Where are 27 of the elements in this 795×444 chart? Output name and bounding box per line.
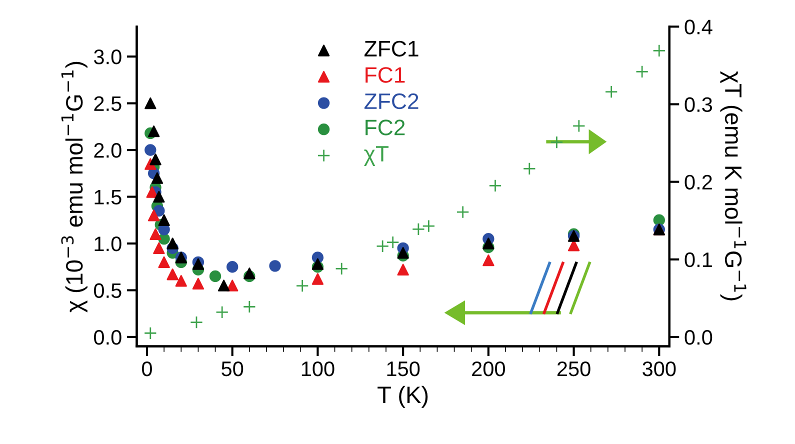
legend-label: FC2 <box>366 120 405 136</box>
x-tick-label: 200 <box>472 361 505 376</box>
y2-tick-label: 0.2 <box>684 174 712 190</box>
legend-label: χT <box>364 146 389 166</box>
y2-tick-label: 0.3 <box>684 97 712 112</box>
x-tick-label: 0 <box>142 361 152 376</box>
x-tick-label: 250 <box>557 361 590 376</box>
y2-axis-title: χT (emu K mol$^{−1}$G$^{−1}$) <box>720 71 746 300</box>
x-axis-title: T (K) <box>378 386 428 408</box>
y-tick-label: 2.0 <box>94 143 122 158</box>
x-tick-label: 50 <box>222 361 244 376</box>
y-axis-title: χ (10$^{−3}$ emu mol$^{−1}$G$^{−1}$) <box>61 62 88 312</box>
x-tick-label: 150 <box>387 361 420 376</box>
y-tick-label: 2.5 <box>94 96 122 112</box>
legend-label: ZFC1 <box>364 40 418 57</box>
y-tick-label: 0.0 <box>94 330 122 345</box>
y-tick-label: 0.5 <box>94 283 122 298</box>
y2-tick-label: 0.1 <box>684 252 712 268</box>
y-tick-label: 1.0 <box>94 236 122 252</box>
x-tick-label: 300 <box>642 361 676 376</box>
y2-tick-label: 0.0 <box>684 330 712 345</box>
x-tick-label: 100 <box>302 361 334 376</box>
legend-label: FC1 <box>366 67 405 83</box>
y2-tick-label: 0.4 <box>684 20 712 34</box>
legend-label: ZFC2 <box>364 93 418 110</box>
y-tick-label: 3.0 <box>94 50 122 64</box>
y-tick-label: 1.5 <box>94 190 122 205</box>
